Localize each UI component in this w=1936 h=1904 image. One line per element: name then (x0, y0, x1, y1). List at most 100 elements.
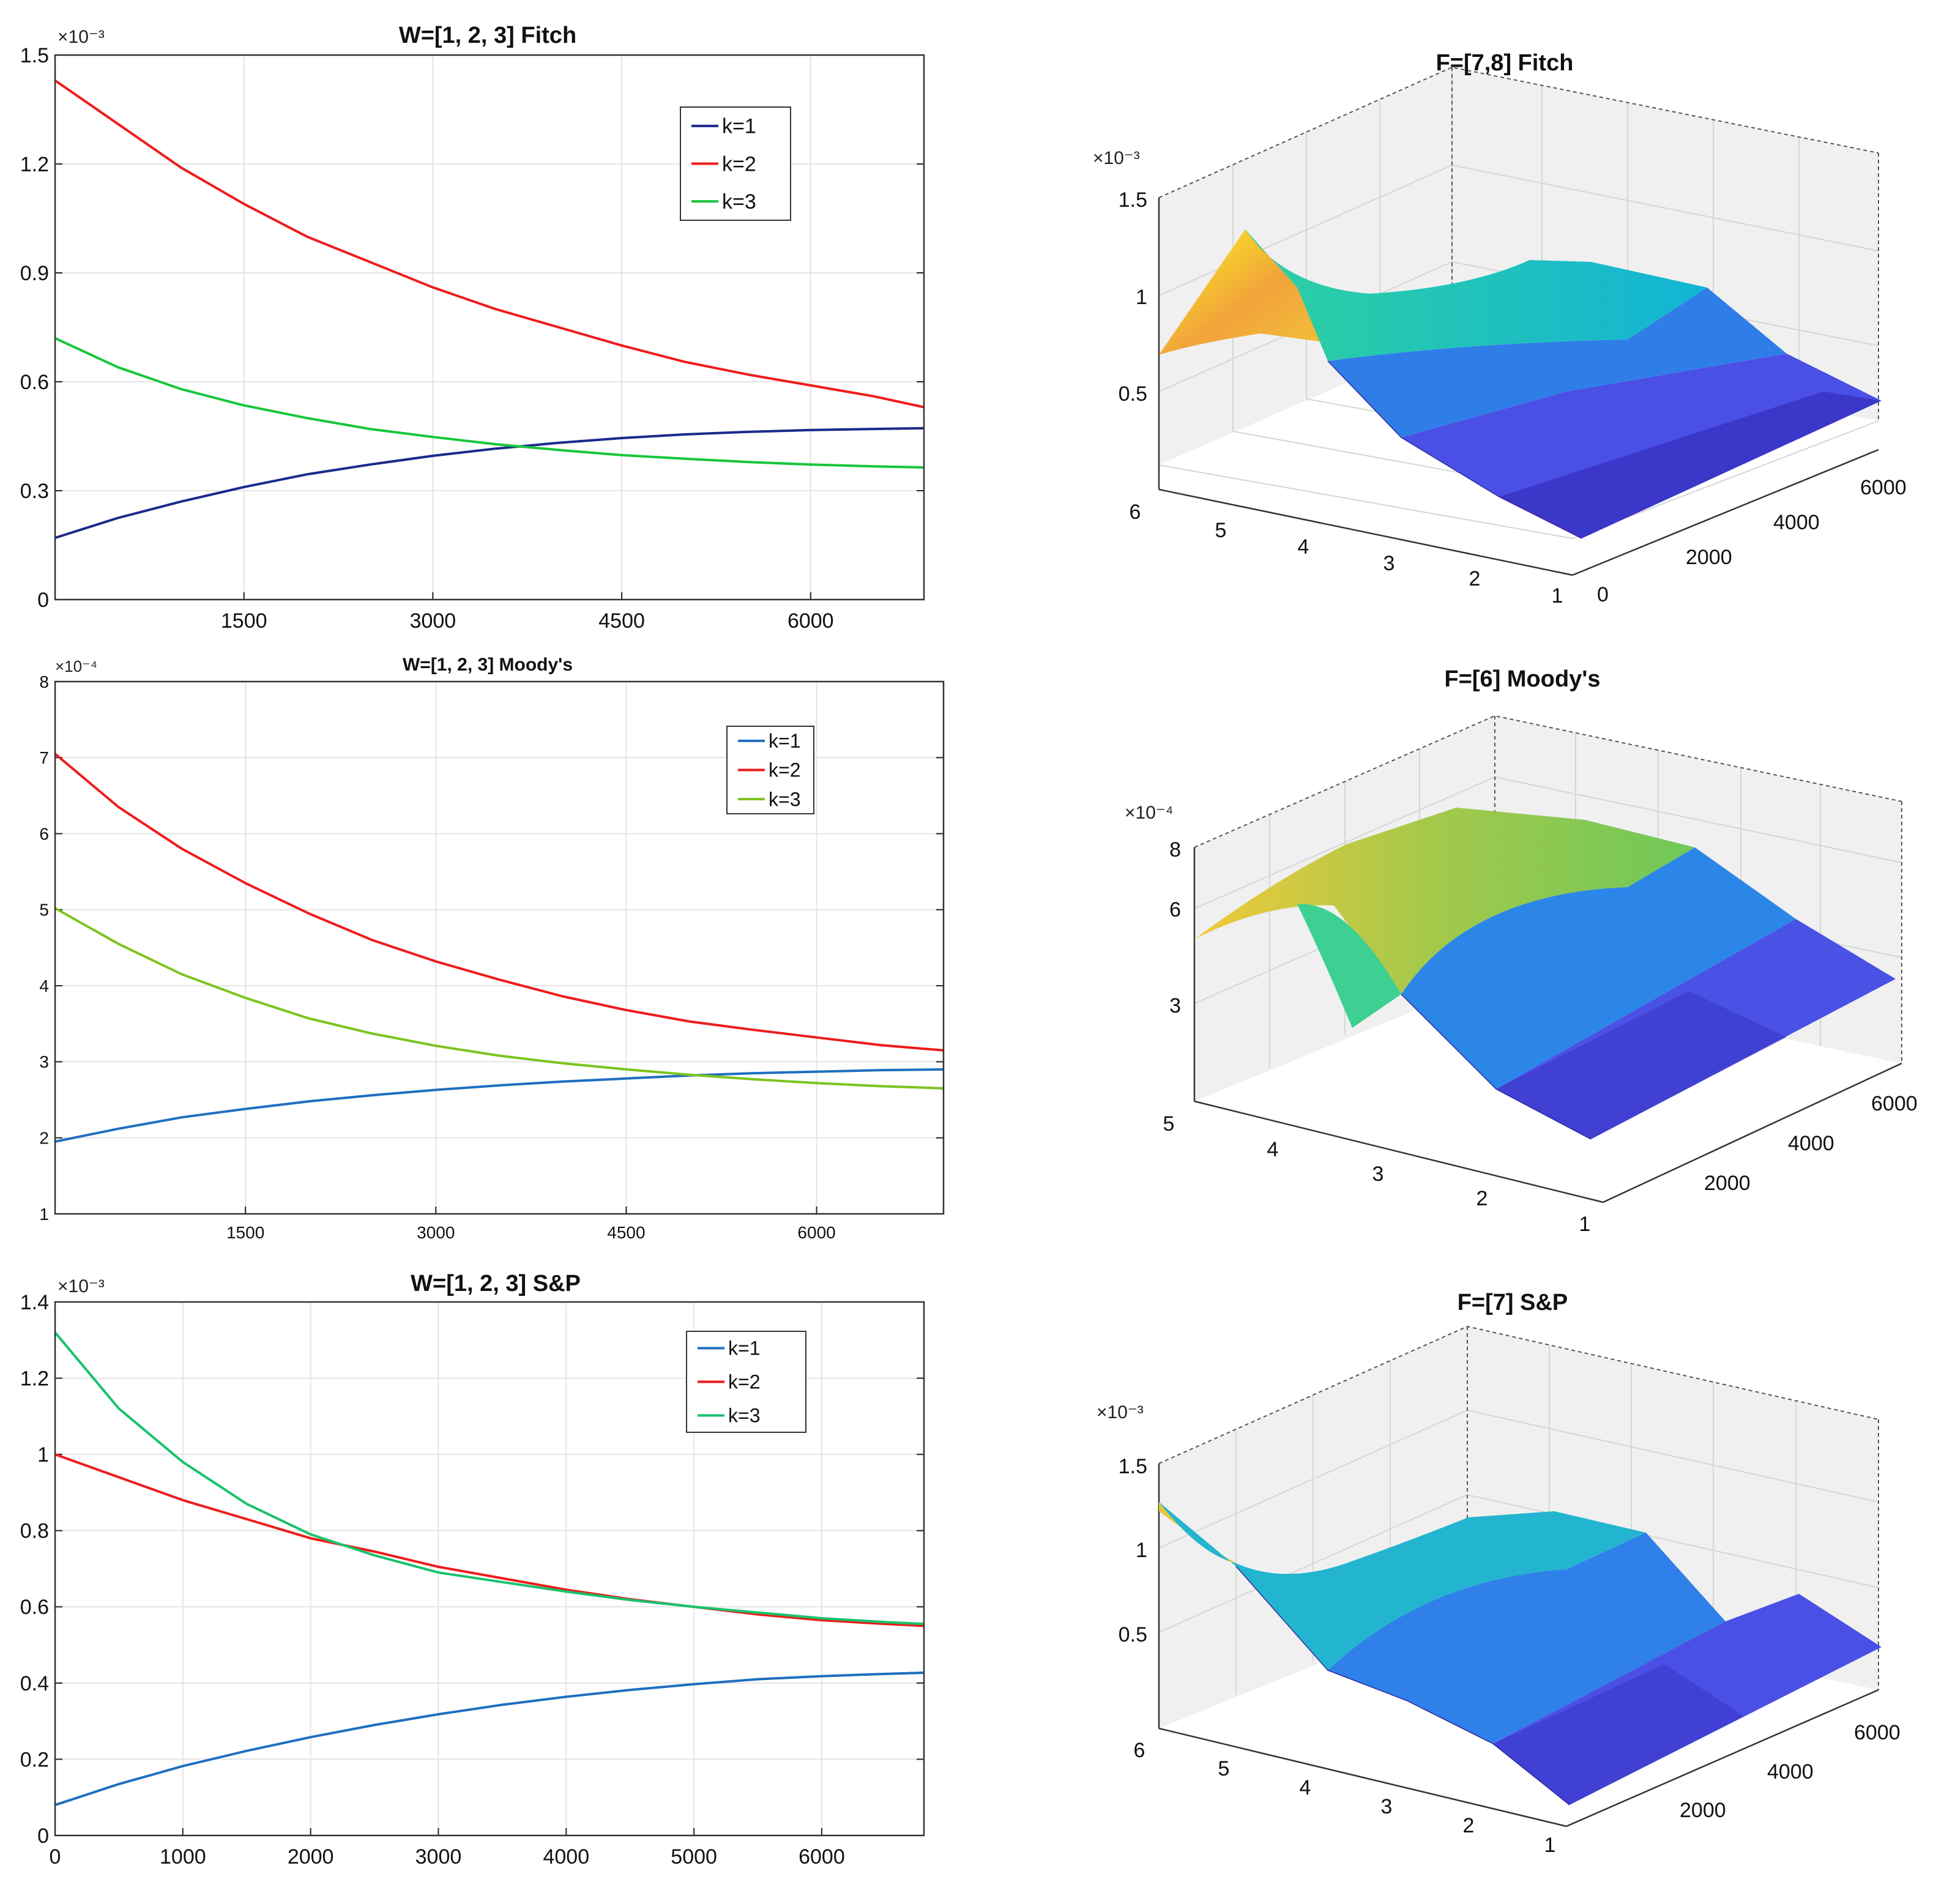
legend-label: k=1 (769, 730, 800, 752)
y-tick-label: 0 (37, 589, 49, 612)
x-tick-label: 2000 (1704, 1172, 1751, 1195)
y-tick-label: 4 (1267, 1138, 1279, 1161)
x-tick-label: 6000 (1871, 1092, 1918, 1115)
axis-lines (1158, 198, 1879, 576)
legend-label: k=3 (722, 190, 756, 214)
surface-edge (1401, 994, 1592, 1140)
x-tick-label: 5000 (671, 1845, 717, 1869)
z-tick-label: 1.5 (1119, 188, 1147, 212)
chart-title: F=[6] Moody's (1445, 666, 1601, 692)
x-tick-labels: 2000 4000 6000 (1680, 1721, 1901, 1822)
y-tick-label: 0.9 (20, 262, 49, 285)
series-line-k3 (54, 1331, 925, 1626)
x-tick-label: 2000 (288, 1845, 334, 1869)
y-tick-label: 6 (1130, 500, 1141, 524)
legend-label: k=1 (722, 115, 756, 138)
z-tick-label: 8 (1169, 838, 1181, 861)
chart-sp-lines: 0 1000 2000 3000 4000 5000 6000 0 0.2 0.4 0.6 0.8 1 1… (20, 1271, 925, 1869)
x-tick-label: 6000 (797, 1223, 835, 1242)
y-tick-label: 2 (1476, 1187, 1488, 1210)
surface-front-dark (1499, 392, 1882, 538)
z-exponent-label: ×10⁻³ (1093, 148, 1140, 168)
legend-label: k=3 (728, 1405, 760, 1427)
y-tick-label: 6 (1134, 1739, 1145, 1762)
x-tick-label: 4000 (1773, 511, 1820, 534)
y-tick-label: 4 (1300, 1776, 1311, 1799)
surface-mid-blue (1328, 288, 1787, 437)
axes-box (54, 680, 945, 1215)
legend: k=1 k=2 k=3 (680, 106, 791, 221)
series-line-k1 (54, 426, 925, 540)
y-tick-label: 0.4 (20, 1672, 49, 1695)
series-line-k1 (54, 1068, 944, 1143)
y-tick-label: 3 (1381, 1795, 1393, 1818)
x-tick-label: 1500 (221, 609, 267, 633)
x-tick-label: 0 (50, 1845, 61, 1869)
chart-moodys-lines: 1500 3000 4500 6000 1 2 3 4 5 6 7 8 W=[1, 2, 3] Moo… (39, 655, 945, 1242)
z-tick-label: 1 (1136, 1539, 1147, 1562)
series-line-k3 (54, 907, 944, 1090)
y-tick-label: 5 (1215, 519, 1227, 542)
y-tick-label: 0.2 (20, 1748, 49, 1771)
surface-mid-blue (1401, 847, 1796, 1089)
z-exponent-label: ×10⁻⁴ (1125, 803, 1174, 823)
y-tick-label: 6 (39, 824, 49, 843)
x-tick-label: 4500 (607, 1223, 645, 1242)
y-tick-label: 1 (1552, 584, 1563, 608)
legend-label: k=2 (728, 1371, 760, 1393)
series-line-k1 (54, 1672, 925, 1807)
x-tick-label: 1500 (226, 1223, 264, 1242)
z-tick-label: 3 (1169, 994, 1181, 1017)
legend: k=1 k=2 k=3 (686, 1331, 806, 1433)
axes-box (54, 54, 925, 601)
y-tick-label: 1 (1544, 1834, 1556, 1857)
y-tick-label: 2 (1463, 1814, 1475, 1837)
legend-label: k=2 (769, 759, 800, 781)
y-tick-label: 1 (39, 1205, 49, 1224)
series-line-k3 (54, 337, 925, 469)
chart-title: F=[7] S&P (1458, 1290, 1568, 1315)
z-tick-label: 0.5 (1119, 1623, 1147, 1646)
y-tick-label: 5 (1163, 1112, 1175, 1136)
surface-front-dark (1493, 1664, 1744, 1805)
series-line-k2 (54, 753, 944, 1052)
y-tick-labels: 5 4 3 2 1 (1163, 1112, 1591, 1236)
y-tick-label: 7 (39, 748, 49, 767)
chart-title: W=[1, 2, 3] Fitch (399, 23, 576, 48)
legend-label: k=2 (722, 152, 756, 176)
y-tick-label: 1 (37, 1443, 49, 1467)
x-tick-label: 6000 (1860, 476, 1907, 499)
chart-moodys-surface: F=[6] Moody's ×10⁻⁴ 8 6 3 5 4 3 2 1 2000… (1125, 666, 1918, 1236)
z-tick-labels: 8 6 3 (1169, 838, 1181, 1017)
y-tick-label: 1.4 (20, 1291, 49, 1314)
z-exponent-label: ×10⁻³ (1096, 1402, 1144, 1422)
surface-teal (1159, 1502, 1646, 1670)
y-tick-label: 8 (39, 672, 49, 691)
surface-front-blue (1401, 354, 1882, 497)
z-tick-label: 1.5 (1119, 1455, 1147, 1478)
x-tick-label: 3000 (410, 609, 456, 633)
chart-fitch-lines: 1500 3000 4500 6000 0 0.3 0.6 0.9 1.2 1.5 W=[1, 2… (20, 23, 925, 633)
x-tick-label: 6000 (787, 609, 834, 633)
x-tick-labels: 2000 4000 6000 (1704, 1092, 1918, 1195)
y-tick-label: 3 (39, 1052, 49, 1071)
surface-edge (1327, 360, 1582, 539)
x-tick-label: 1000 (160, 1845, 206, 1869)
x-tick-label: 4000 (543, 1845, 589, 1869)
legend-label: k=1 (728, 1337, 760, 1359)
surface-warm-green (1194, 808, 1695, 994)
y-tick-label: 0 (37, 1824, 49, 1848)
y-tick-label: 1.5 (20, 44, 49, 67)
series-line-k2 (54, 79, 925, 409)
axes-box (54, 1301, 925, 1837)
y-exponent-label: ×10⁻³ (58, 1276, 105, 1296)
chart-fitch-surface: F=[7,8] Fitch ×10⁻³ 1.5 1 0.5 6 5 4 3 2 … (1093, 50, 1907, 608)
surface-teal-ridge (1245, 229, 1707, 361)
x-tick-label: 4000 (1767, 1760, 1814, 1783)
y-tick-label: 3 (1383, 552, 1395, 575)
y-tick-labels: 6 5 4 3 2 1 (1134, 1739, 1556, 1857)
x-tick-label: 3000 (417, 1223, 455, 1242)
axis-lines (1193, 847, 1902, 1203)
y-tick-label: 0.8 (20, 1520, 49, 1543)
